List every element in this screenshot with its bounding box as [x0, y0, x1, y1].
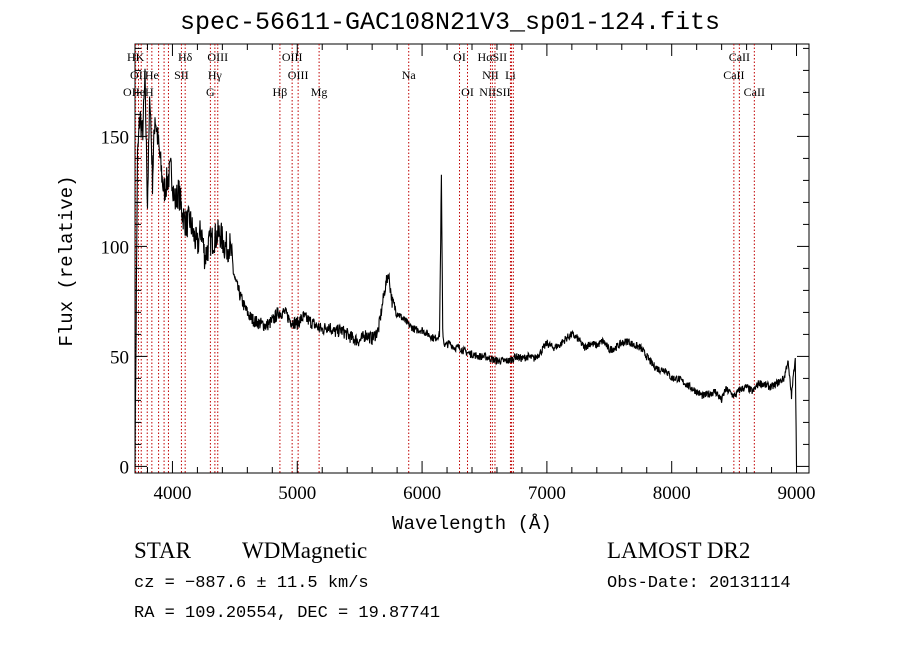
line-markers [135, 44, 755, 473]
line-label: OIII [207, 50, 228, 64]
y-tick-label: 0 [120, 457, 130, 478]
line-label: NIISII [479, 85, 510, 99]
line-label: OIII [282, 50, 303, 64]
x-tick-label: 7000 [528, 483, 566, 504]
line-label: Li [505, 68, 516, 82]
object-class: STAR [134, 538, 191, 563]
line-label: OI [461, 85, 474, 99]
line-label: HαSII [478, 50, 508, 64]
x-tick-label: 6000 [403, 483, 441, 504]
observation-date: Obs-Date: 20131114 [607, 574, 791, 593]
y-axis-label: Flux (relative) [56, 175, 78, 346]
line-label: CaII [729, 50, 750, 64]
plot-frame [134, 43, 810, 474]
ra-dec-coordinates: RA = 109.20554, DEC = 19.87741 [134, 604, 441, 623]
line-label: G [206, 85, 215, 99]
spectrum-line [134, 68, 798, 467]
line-label: Hβ [273, 85, 288, 99]
line-label: SII [174, 68, 189, 82]
y-tick-label: 150 [101, 127, 130, 148]
line-label: OII [130, 68, 147, 82]
line-label: CaII [723, 68, 744, 82]
line-label: He [145, 68, 159, 82]
line-label: Hδ [178, 50, 193, 64]
line-label: Na [402, 68, 417, 82]
survey-name: LAMOST DR2 [607, 538, 751, 563]
line-label: NII [482, 68, 499, 82]
line-label: Mg [311, 85, 328, 99]
line-label: HK [127, 50, 145, 64]
axis-ticks: 4000 5000 6000 7000 8000 9000 0 50 100 150 [101, 44, 816, 504]
line-label: OIII [288, 68, 309, 82]
x-axis-label: Wavelength (Å) [392, 513, 552, 535]
y-tick-label: 50 [110, 347, 129, 368]
chart-title: spec-56611-GAC108N21V3_sp01-124.fits [179, 8, 721, 37]
x-tick-label: 9000 [778, 483, 816, 504]
redshift-velocity: cz = −887.6 ± 11.5 km/s [134, 574, 369, 593]
x-tick-label: 8000 [653, 483, 691, 504]
line-label: Hγ [208, 68, 223, 82]
y-tick-label: 100 [101, 237, 130, 258]
line-label: CaII [744, 85, 765, 99]
line-label: OI [453, 50, 466, 64]
object-subclass: WDMagnetic [242, 538, 368, 563]
x-tick-label: 4000 [153, 483, 191, 504]
x-tick-label: 5000 [278, 483, 316, 504]
